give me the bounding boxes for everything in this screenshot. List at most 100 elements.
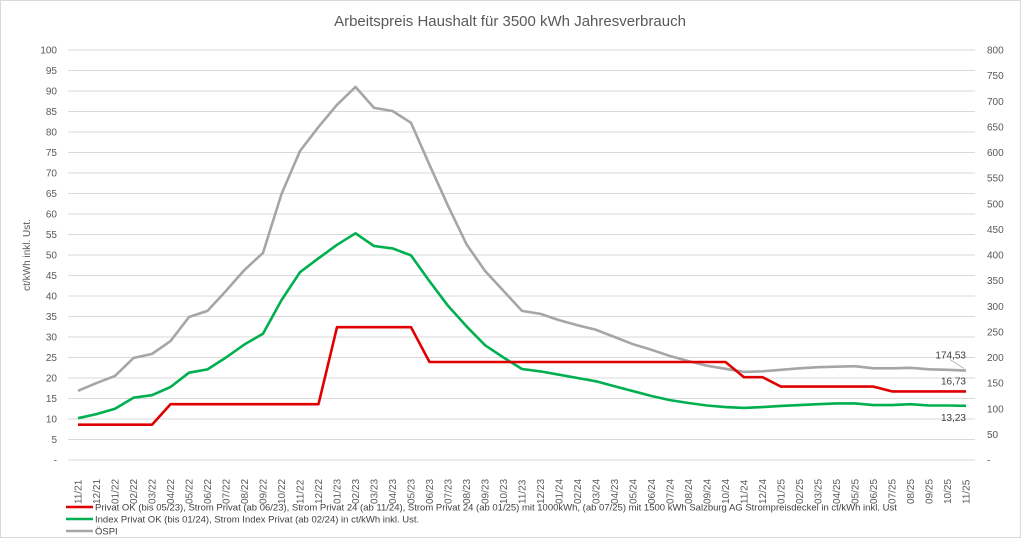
- x-tick-label: 02/25: [795, 479, 806, 504]
- x-tick-label: 06/24: [647, 479, 658, 504]
- y-tick-label: 50: [46, 251, 58, 262]
- y2-tick-label: 100: [987, 404, 1004, 415]
- y2-tick-label: 200: [987, 353, 1004, 364]
- x-tick-label: 08/25: [906, 479, 917, 504]
- y2-tick-label: 300: [987, 302, 1004, 313]
- x-tick-label: 06/22: [203, 479, 214, 504]
- x-tick-label: 07/22: [222, 479, 233, 504]
- chart-title: Arbeitspreis Haushalt für 3500 kWh Jahre…: [334, 13, 686, 30]
- x-tick-label: 10/23: [499, 479, 510, 504]
- x-tick-label: 11/24: [740, 479, 751, 504]
- y2-tick-label: 150: [987, 379, 1004, 390]
- x-tick-label: 05/24: [629, 479, 640, 504]
- x-tick-label: 04/23: [388, 479, 399, 504]
- y2-tick-label: 650: [987, 122, 1004, 133]
- y-tick-label: -: [54, 456, 57, 467]
- x-tick-label: 01/24: [555, 479, 566, 504]
- y2-tick-label: -: [987, 456, 990, 467]
- series-line-0: [78, 325, 966, 427]
- x-tick-label: 06/23: [425, 479, 436, 504]
- x-tick-label: 06/25: [869, 479, 880, 504]
- y-tick-label: 60: [46, 210, 58, 221]
- x-tick-label: 09/23: [481, 479, 492, 504]
- x-tick-label: 04/23: [610, 479, 621, 504]
- y-tick-label: 90: [46, 87, 58, 98]
- x-tick-label: 08/24: [684, 479, 695, 504]
- y-tick-label: 40: [46, 292, 58, 303]
- x-tick-label: 11/22: [296, 479, 307, 504]
- y2-tick-label: 250: [987, 327, 1004, 338]
- x-tick-label: 11/23: [518, 479, 529, 504]
- y2-tick-label: 400: [987, 251, 1004, 262]
- y-tick-label: 80: [46, 128, 58, 139]
- y-tick-label: 30: [46, 333, 58, 344]
- series-line-2: [77, 85, 967, 393]
- x-tick-label: 08/22: [240, 479, 251, 504]
- x-tick-label: 02/24: [573, 479, 584, 504]
- x-tick-label: 10/22: [277, 479, 288, 504]
- y-axis-label: ct/kWh inkl. Ust.: [22, 219, 33, 291]
- y2-tick-label: 700: [987, 97, 1004, 108]
- y2-tick-label: 350: [987, 276, 1004, 287]
- x-tick-label: 04/22: [166, 479, 177, 504]
- y-tick-label: 20: [46, 374, 58, 385]
- x-tick-label: 09/22: [259, 479, 270, 504]
- x-tick-label: 04/25: [832, 479, 843, 504]
- legend-label-2: ÖSPI: [95, 527, 118, 538]
- y-tick-label: 55: [46, 230, 58, 241]
- x-tick-label: 07/23: [444, 479, 455, 504]
- y2-tick-label: 500: [987, 199, 1004, 210]
- x-tick-label: 08/23: [462, 479, 473, 504]
- y-tick-label: 15: [46, 394, 58, 405]
- data-label-oespi: 174,53: [935, 351, 966, 362]
- x-tick-label: 02/23: [351, 479, 362, 504]
- y-tick-label: 70: [46, 169, 58, 180]
- x-tick-label: 12/24: [758, 479, 769, 504]
- x-tick-label: 01/22: [111, 479, 122, 504]
- x-tick-label: 07/25: [888, 479, 899, 504]
- x-tick-label: 10/25: [943, 479, 954, 504]
- x-tick-label: 05/22: [185, 479, 196, 504]
- x-tick-label: 03/24: [592, 479, 603, 504]
- y-tick-label: 85: [46, 107, 58, 118]
- x-tick-label: 10/24: [721, 479, 732, 504]
- y-tick-label: 100: [40, 46, 57, 57]
- x-tick-label: 09/24: [703, 479, 714, 504]
- legend-label-0: Privat OK (bis 05/23), Strom Privat (ab …: [95, 503, 897, 514]
- x-tick-label: 05/23: [407, 479, 418, 504]
- y-tick-label: 45: [46, 271, 58, 282]
- x-tick-label: 11/21: [74, 479, 85, 504]
- x-tick-label: 01/23: [333, 479, 344, 504]
- data-label-privat: 16,73: [941, 376, 966, 387]
- y-tick-label: 65: [46, 189, 58, 200]
- x-tick-label: 07/24: [666, 479, 677, 504]
- y2-tick-label: 450: [987, 225, 1004, 236]
- y2-tick-label: 750: [987, 71, 1004, 82]
- x-tick-label: 01/25: [777, 479, 788, 504]
- legend-label-1: Index Privat OK (bis 01/24), Strom Index…: [95, 515, 419, 526]
- x-tick-label: 05/25: [851, 479, 862, 504]
- y-tick-label: 25: [46, 353, 58, 364]
- x-tick-label: 03/25: [814, 479, 825, 504]
- leader-line: [949, 359, 965, 369]
- x-tick-label: 09/25: [925, 479, 936, 504]
- y2-tick-label: 550: [987, 174, 1004, 185]
- y-tick-label: 5: [51, 435, 57, 446]
- y2-tick-label: 600: [987, 148, 1004, 159]
- x-tick-label: 12/21: [92, 479, 103, 504]
- x-tick-label: 03/23: [370, 479, 381, 504]
- data-label-index: 13,23: [941, 413, 966, 424]
- y-tick-label: 75: [46, 148, 58, 159]
- x-tick-label: 11/25: [962, 479, 973, 504]
- y-tick-label: 10: [46, 415, 58, 426]
- y-tick-label: 35: [46, 312, 58, 323]
- series-line-1: [77, 232, 967, 420]
- y2-tick-label: 800: [987, 46, 1004, 57]
- x-tick-label: 02/22: [129, 479, 140, 504]
- x-tick-label: 12/22: [314, 479, 325, 504]
- y-tick-label: 95: [46, 66, 58, 77]
- x-tick-label: 03/22: [148, 479, 159, 504]
- y2-tick-label: 50: [987, 430, 999, 441]
- x-tick-label: 12/23: [536, 479, 547, 504]
